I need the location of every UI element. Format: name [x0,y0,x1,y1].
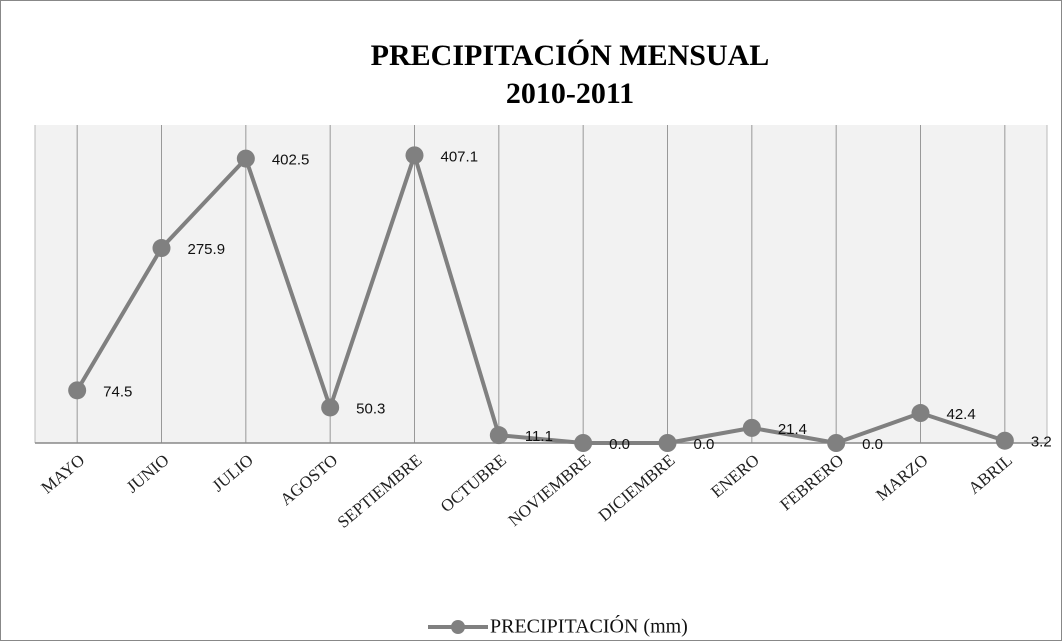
data-point [489,426,508,445]
data-point [321,398,340,417]
chart-subtitle: 2010-2011 [506,77,634,110]
plot-area [35,125,1047,443]
data-label: 407.1 [441,148,479,165]
data-point [995,431,1014,450]
legend-marker [451,620,465,634]
chart-title: PRECIPITACIÓN MENSUAL [371,39,770,72]
data-label: 11.1 [525,428,553,445]
data-label: 0.0 [609,436,630,453]
data-point [68,381,87,400]
data-label: 402.5 [272,152,310,169]
data-point [236,149,255,168]
data-point [658,434,677,452]
data-label: 50.3 [356,400,385,417]
data-label: 0.0 [862,436,883,453]
data-point [827,434,846,452]
data-label: 3.2 [1031,434,1052,451]
data-point [405,146,424,165]
data-label: 275.9 [188,241,226,258]
data-label: 0.0 [694,436,715,453]
data-point [152,239,171,258]
data-label: 21.4 [778,421,807,438]
data-point [911,404,930,423]
data-label: 74.5 [103,383,132,400]
data-point [742,418,761,437]
legend-label: PRECIPITACIÓN (mm) [490,614,688,638]
data-point [574,434,593,452]
data-label: 42.4 [947,406,976,423]
series-line [75,153,1006,445]
